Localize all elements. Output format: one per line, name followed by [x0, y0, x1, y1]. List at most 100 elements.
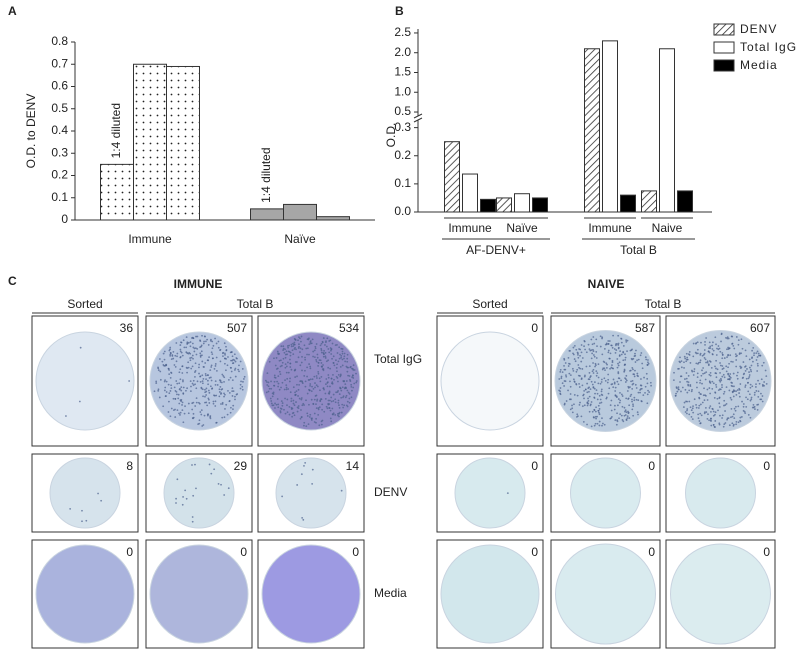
- spot: [695, 406, 698, 409]
- spot: [315, 358, 318, 361]
- spot: [699, 382, 701, 384]
- spot: [287, 346, 290, 349]
- spot: [641, 362, 644, 365]
- panel-label: B: [395, 4, 404, 18]
- spot: [645, 358, 648, 361]
- spot: [626, 339, 629, 342]
- spot: [346, 405, 349, 408]
- spot: [350, 396, 353, 399]
- spot: [330, 377, 333, 380]
- spot: [708, 341, 711, 344]
- spot: [219, 360, 222, 363]
- spot: [719, 364, 722, 367]
- spot: [296, 375, 298, 378]
- spot: [588, 410, 591, 413]
- spot-count: 29: [234, 459, 248, 473]
- spot: [191, 516, 194, 518]
- bar: [462, 173, 478, 213]
- spot: [339, 366, 342, 368]
- spot: [617, 398, 620, 400]
- spot: [730, 407, 733, 410]
- spot: [577, 374, 580, 377]
- spot: [199, 380, 202, 383]
- spot: [617, 371, 620, 373]
- spot: [226, 364, 229, 367]
- spot: [708, 407, 711, 409]
- spot: [175, 380, 178, 382]
- spot: [740, 416, 743, 418]
- spot: [764, 369, 767, 372]
- spot: [309, 378, 312, 381]
- spot: [322, 355, 325, 358]
- spot: [594, 362, 597, 365]
- spot: [711, 344, 714, 347]
- spot: [615, 349, 618, 351]
- spot: [586, 423, 588, 426]
- row-label: Media: [374, 586, 407, 600]
- spot: [721, 375, 724, 378]
- spot: [600, 378, 603, 381]
- spot: [304, 356, 306, 359]
- spot: [298, 343, 300, 346]
- spot: [744, 365, 747, 368]
- spot: [575, 370, 578, 373]
- spot: [745, 377, 748, 380]
- spot: [744, 384, 747, 387]
- spot: [725, 370, 728, 373]
- spot: [614, 390, 617, 392]
- spot: [320, 398, 323, 401]
- spot: [705, 337, 708, 339]
- spot: [204, 373, 207, 375]
- spot: [611, 346, 614, 349]
- spot: [313, 375, 316, 378]
- spot: [174, 398, 177, 400]
- spot: [599, 345, 602, 348]
- spot: [735, 420, 738, 423]
- spot: [757, 379, 759, 382]
- spot: [595, 417, 597, 420]
- spot: [625, 379, 628, 382]
- spot: [617, 346, 620, 349]
- spot: [740, 352, 743, 355]
- spot: [688, 354, 691, 356]
- spot: [65, 415, 67, 417]
- spot: [569, 408, 572, 411]
- spot: [746, 398, 749, 401]
- spot: [688, 413, 691, 416]
- spot: [179, 378, 182, 381]
- spot: [231, 379, 234, 382]
- spot: [327, 366, 330, 369]
- spot: [593, 355, 596, 358]
- spot: [181, 354, 184, 357]
- spot: [579, 401, 581, 404]
- legend-label: Total IgG: [740, 40, 797, 54]
- spot: [280, 359, 282, 362]
- spot: [336, 344, 338, 346]
- spot: [598, 420, 601, 423]
- spot: [207, 389, 210, 392]
- spot: [334, 414, 337, 416]
- spot: [730, 398, 733, 401]
- bar: [283, 203, 317, 221]
- spot: [267, 390, 270, 393]
- spot: [739, 416, 742, 419]
- y-tick-label: 0.8: [51, 34, 68, 48]
- spot: [327, 399, 330, 402]
- spot: [749, 416, 752, 419]
- spot: [214, 337, 216, 340]
- spot: [744, 412, 747, 415]
- spot: [223, 376, 226, 379]
- spot: [622, 345, 625, 347]
- spot: [589, 349, 592, 352]
- spot: [299, 380, 302, 383]
- spot: [590, 401, 593, 403]
- spot: [298, 384, 301, 386]
- well: [49, 457, 121, 529]
- spot: [640, 400, 643, 402]
- spot: [731, 422, 734, 425]
- spot: [179, 356, 182, 359]
- spot: [308, 343, 311, 346]
- spot: [290, 408, 293, 410]
- spot: [702, 353, 705, 356]
- spot: [699, 422, 702, 425]
